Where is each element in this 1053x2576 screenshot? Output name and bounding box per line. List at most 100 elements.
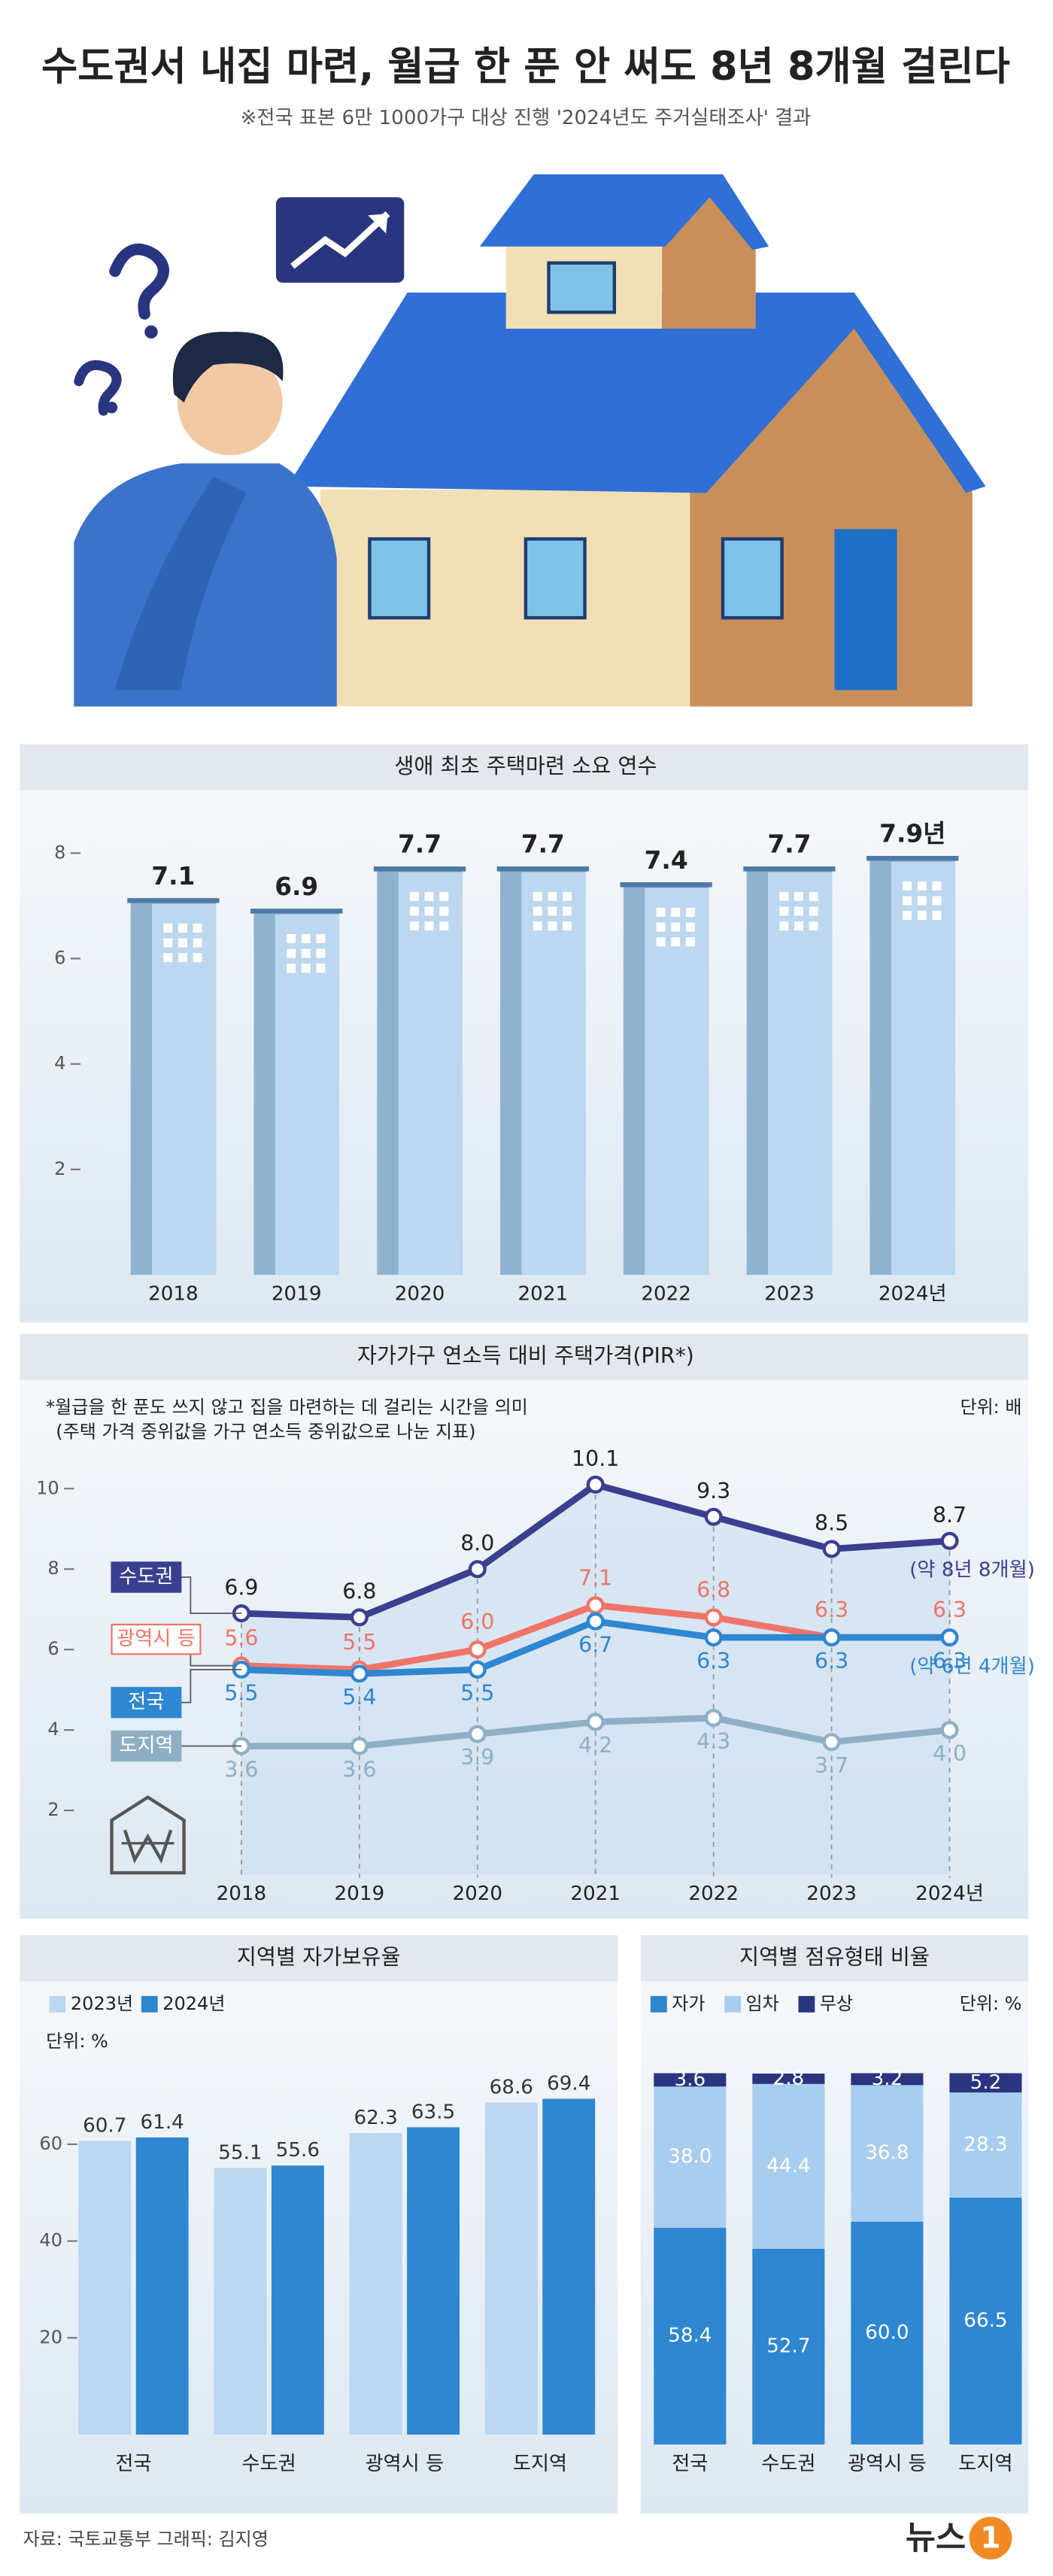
- x-tick-label: 도지역: [513, 2453, 567, 2475]
- value-label: 3.2: [872, 2068, 903, 2090]
- bar-window: [917, 911, 927, 921]
- point: [704, 1608, 723, 1627]
- x-tick-label: 수도권: [242, 2453, 296, 2475]
- value-label: 7.7: [767, 830, 811, 859]
- value-label: 8.0: [460, 1531, 494, 1555]
- legend-label: 도지역: [119, 1734, 173, 1757]
- person-head: [177, 350, 283, 456]
- bar-window: [178, 953, 187, 963]
- trend-arrow-head: [368, 214, 388, 234]
- value-label: 6.3: [815, 1597, 848, 1622]
- bar-window: [809, 921, 818, 931]
- house-roof: [287, 292, 986, 493]
- x-tick-label: 2020: [395, 1283, 445, 1306]
- value-label: 6.3: [933, 1597, 967, 1622]
- question-mark: [74, 360, 122, 416]
- logo-badge: [969, 2517, 1012, 2559]
- legend-label: 자가: [672, 1993, 705, 2014]
- bar-window: [316, 963, 326, 973]
- panel-header: [20, 1334, 1029, 1380]
- bar-window: [563, 921, 572, 931]
- door: [834, 529, 897, 690]
- x-tick-label: 2021: [518, 1283, 569, 1306]
- bar-window: [656, 922, 666, 932]
- window: [523, 537, 587, 620]
- x-tick-label: 2024년: [879, 1283, 947, 1306]
- unit-label: 단위: %: [46, 2031, 108, 2052]
- point: [350, 1737, 369, 1755]
- bar-window: [917, 896, 927, 906]
- y-tick-label: 4: [54, 1053, 65, 1074]
- bar-window: [439, 906, 449, 916]
- point: [704, 1507, 723, 1526]
- value-label: 6.3: [696, 1649, 730, 1673]
- bar-face: [645, 887, 709, 1276]
- point: [940, 1721, 959, 1740]
- bar-segment: [752, 2083, 825, 2249]
- source: 자료: 국토교통부 그래픽: 김지영: [23, 2529, 269, 2550]
- value-label: 38.0: [668, 2146, 712, 2168]
- x-tick-label: 광역시 등: [365, 2453, 444, 2475]
- panel-header: [640, 1935, 1029, 1982]
- y-tick-label: 2: [54, 1158, 65, 1179]
- bar-window: [903, 911, 912, 921]
- x-tick-label: 도지역: [958, 2453, 1012, 2475]
- bar-window: [932, 911, 942, 921]
- logo-mark: 1: [980, 2521, 1000, 2555]
- bar-face: [275, 914, 340, 1276]
- bar-window: [163, 923, 173, 933]
- bar-window: [193, 953, 202, 963]
- bar-window: [671, 937, 681, 947]
- value-label: 8.5: [815, 1511, 848, 1536]
- value-label: 4.2: [578, 1733, 612, 1758]
- bar-window: [563, 891, 572, 901]
- bar-window: [932, 896, 942, 906]
- point: [350, 1664, 369, 1683]
- bar-segment: [851, 2073, 924, 2086]
- bar-window: [809, 891, 818, 901]
- bar-segment: [851, 2085, 924, 2222]
- bar-window: [316, 933, 326, 943]
- icon-house: [110, 1795, 186, 1875]
- window: [721, 537, 784, 620]
- bar-window: [316, 948, 326, 958]
- bar-window: [656, 907, 666, 917]
- bar-window: [671, 907, 681, 917]
- point: [468, 1640, 487, 1659]
- legend-swatch: [650, 1995, 667, 2013]
- value-label: 7.9년: [879, 820, 945, 848]
- icon-won: [123, 1829, 173, 1864]
- annotation: (약 8년 8개월): [909, 1559, 1035, 1582]
- y-tick-label: 20: [39, 2326, 62, 2347]
- bar-face: [521, 872, 586, 1276]
- bar: [214, 2168, 267, 2435]
- bar-window: [533, 906, 542, 916]
- bar-window: [439, 891, 449, 901]
- bar-face: [398, 872, 463, 1276]
- point: [468, 1725, 487, 1743]
- legend-box: [111, 1686, 182, 1719]
- legend-box: [111, 1730, 182, 1762]
- bar-segment: [752, 2073, 825, 2084]
- window: [368, 537, 431, 620]
- x-tick-label: 전국: [115, 2453, 151, 2475]
- value-label: 4.0: [933, 1741, 967, 1766]
- subtitle: ※전국 표본 6만 1000가구 대상 진행 '2024년도 주거실태조사' 결…: [240, 107, 811, 129]
- person-hair: [172, 332, 284, 403]
- bar-window: [809, 906, 818, 916]
- legend-connector: [181, 1576, 241, 1614]
- value-label: 3.6: [342, 1757, 376, 1782]
- person-arm: [114, 476, 247, 690]
- legend-label: 2024년: [162, 1993, 225, 2014]
- point: [940, 1628, 959, 1647]
- x-tick-label: 수도권: [761, 2453, 815, 2475]
- bar: [542, 2098, 596, 2435]
- x-tick-label: 2018: [217, 1883, 267, 1905]
- bar-window: [301, 948, 311, 958]
- x-tick-label: 2022: [641, 1283, 691, 1306]
- legend-swatch: [49, 1995, 66, 2013]
- bar-window: [779, 891, 789, 901]
- bar-window: [671, 922, 681, 932]
- unit-label: 단위: 배: [960, 1397, 1021, 1418]
